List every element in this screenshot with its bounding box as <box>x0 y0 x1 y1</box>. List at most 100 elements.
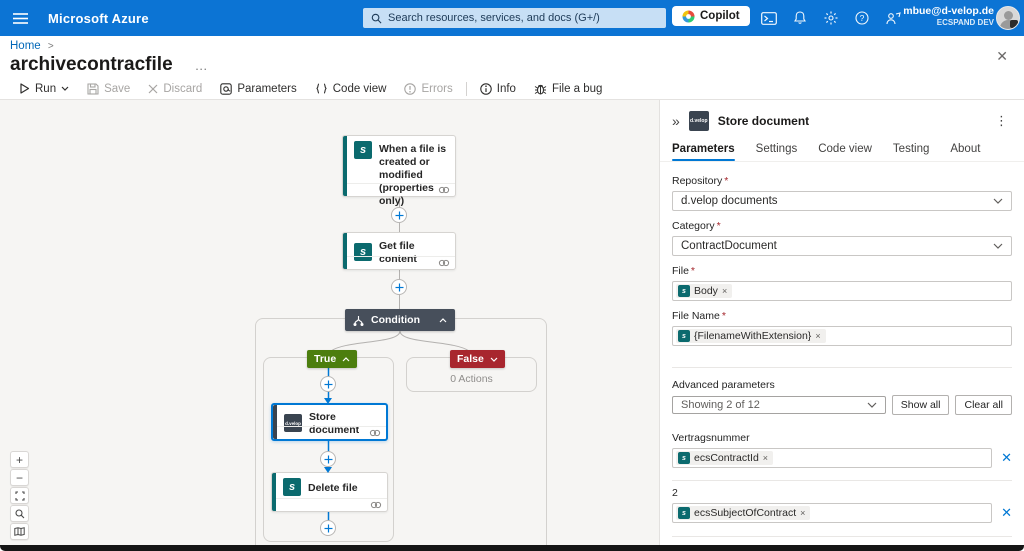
chevron-up-icon <box>342 356 350 361</box>
code-view-button[interactable]: Code view <box>306 78 396 99</box>
action-node-delete-file[interactable]: s Delete file <box>271 472 388 512</box>
token-remove-icon[interactable]: × <box>800 508 806 518</box>
page-title: archivecontracfile <box>10 54 173 75</box>
bell-icon <box>794 11 806 24</box>
hamburger-menu-button[interactable] <box>0 0 40 36</box>
file-name-input[interactable]: s {FilenameWithExtension} × <box>672 326 1012 346</box>
magnifier-icon <box>14 508 24 518</box>
global-search-input[interactable]: Search resources, services, and docs (G+… <box>363 8 666 28</box>
panel-more-menu-button[interactable]: ⋮ <box>995 113 1008 128</box>
chevron-down-icon <box>867 402 877 408</box>
minimap-button[interactable] <box>10 523 29 540</box>
tab-code-view[interactable]: Code view <box>818 143 872 155</box>
window-bottom-edge <box>0 545 1024 551</box>
zoom-in-button[interactable]: + <box>10 451 29 468</box>
token-ecssubjectofcontract[interactable]: s ecsSubjectOfContract × <box>676 506 811 520</box>
false-branch-badge[interactable]: False <box>450 350 505 368</box>
search-placeholder: Search resources, services, and docs (G+… <box>388 12 600 24</box>
condition-node[interactable]: Condition <box>345 309 455 331</box>
help-icon: ? <box>855 11 869 25</box>
category-dropdown[interactable]: ContractDocument <box>672 236 1012 256</box>
avatar-head <box>1004 11 1013 20</box>
insert-step-button[interactable] <box>320 520 336 536</box>
account-info[interactable]: mbue@d-velop.de ECSPAND DEV <box>903 5 994 29</box>
chevron-up-icon <box>439 317 447 322</box>
tab-settings[interactable]: Settings <box>755 143 798 155</box>
connector-accent <box>343 233 347 269</box>
file-input[interactable]: s Body × <box>672 281 1012 301</box>
connection-icon <box>370 501 382 509</box>
token-filename[interactable]: s {FilenameWithExtension} × <box>676 329 826 343</box>
canvas-zoom-controls: + − <box>10 451 29 540</box>
title-more-menu-button[interactable]: … <box>194 57 209 73</box>
tab-about[interactable]: About <box>950 143 981 155</box>
info-icon <box>480 82 492 95</box>
fit-to-window-button[interactable] <box>10 487 29 504</box>
insert-step-button[interactable] <box>391 207 407 223</box>
avatar[interactable] <box>996 6 1020 30</box>
connection-icon <box>438 259 450 267</box>
advanced-parameters-dropdown[interactable]: Showing 2 of 12 <box>672 396 886 414</box>
chevron-down-icon <box>61 86 69 91</box>
token-remove-icon[interactable]: × <box>721 286 728 296</box>
show-all-button[interactable]: Show all <box>891 395 950 415</box>
collapse-panel-button[interactable]: » <box>672 113 680 129</box>
vertragsnummer-input[interactable]: s ecsContractId × <box>672 448 993 468</box>
help-button[interactable]: ? <box>853 9 871 27</box>
field2-input[interactable]: s ecsSubjectOfContract × <box>672 503 993 523</box>
sharepoint-icon: s <box>678 452 690 464</box>
cloud-shell-button[interactable] <box>760 9 778 27</box>
section-divider <box>672 536 1012 537</box>
save-button[interactable]: Save <box>78 78 139 99</box>
token-body[interactable]: s Body × <box>676 284 733 298</box>
remove-field2-button[interactable]: ✕ <box>1001 505 1012 520</box>
dvelop-icon: d.velop <box>688 111 709 131</box>
azure-brand[interactable]: Microsoft Azure <box>48 10 149 26</box>
file-label: File * <box>672 265 696 277</box>
workflow-canvas[interactable]: s When a file is created or modified (pr… <box>0 100 660 545</box>
clear-all-button[interactable]: Clear all <box>955 395 1012 415</box>
copilot-button[interactable]: Copilot <box>672 6 750 26</box>
hamburger-icon <box>12 12 28 24</box>
tab-parameters[interactable]: Parameters <box>672 143 735 161</box>
remove-vertragsnummer-button[interactable]: ✕ <box>1001 450 1012 465</box>
insert-step-button[interactable] <box>320 451 336 467</box>
token-remove-icon[interactable]: × <box>762 453 769 463</box>
required-marker: * <box>724 175 729 187</box>
true-branch-badge[interactable]: True <box>307 350 358 368</box>
chevron-down-icon <box>993 243 1003 249</box>
insert-step-button[interactable] <box>391 279 407 295</box>
discard-button[interactable]: Discard <box>139 78 211 99</box>
repository-dropdown[interactable]: d.velop documents <box>672 191 1012 211</box>
search-canvas-button[interactable] <box>10 505 29 522</box>
plus-icon <box>395 283 403 291</box>
braces-icon <box>316 83 327 94</box>
action-node-get-file-content[interactable]: s Get file content <box>342 232 456 270</box>
settings-button[interactable] <box>822 9 840 27</box>
repository-label: Repository * <box>672 175 729 187</box>
zoom-out-button[interactable]: − <box>10 469 29 486</box>
token-remove-icon[interactable]: × <box>815 331 821 341</box>
x-icon <box>148 84 158 93</box>
errors-button[interactable]: Errors <box>395 78 461 99</box>
person-feedback-icon <box>885 11 901 24</box>
panel-tabs: Parameters Settings Code view Testing Ab… <box>660 137 1024 162</box>
feedback-button[interactable] <box>884 9 902 27</box>
category-label: Category * <box>672 220 721 232</box>
action-node-store-document[interactable]: d.velop Store document <box>271 403 388 441</box>
token-ecscontractid[interactable]: s ecsContractId × <box>676 451 774 465</box>
file-a-bug-button[interactable]: File a bug <box>525 78 612 99</box>
save-icon <box>87 82 99 95</box>
bug-icon <box>534 84 547 95</box>
run-button[interactable]: Run <box>10 78 78 99</box>
close-blade-button[interactable]: ✕ <box>996 48 1008 64</box>
tab-testing[interactable]: Testing <box>892 143 930 155</box>
insert-step-button[interactable] <box>320 376 336 392</box>
breadcrumb-home-link[interactable]: Home <box>10 40 41 52</box>
trigger-node-when-file-created[interactable]: s When a file is created or modified (pr… <box>342 135 456 207</box>
info-button[interactable]: Info <box>471 78 525 99</box>
notifications-button[interactable] <box>791 9 809 27</box>
required-marker: * <box>721 310 726 322</box>
parameters-button[interactable]: Parameters <box>211 78 305 99</box>
